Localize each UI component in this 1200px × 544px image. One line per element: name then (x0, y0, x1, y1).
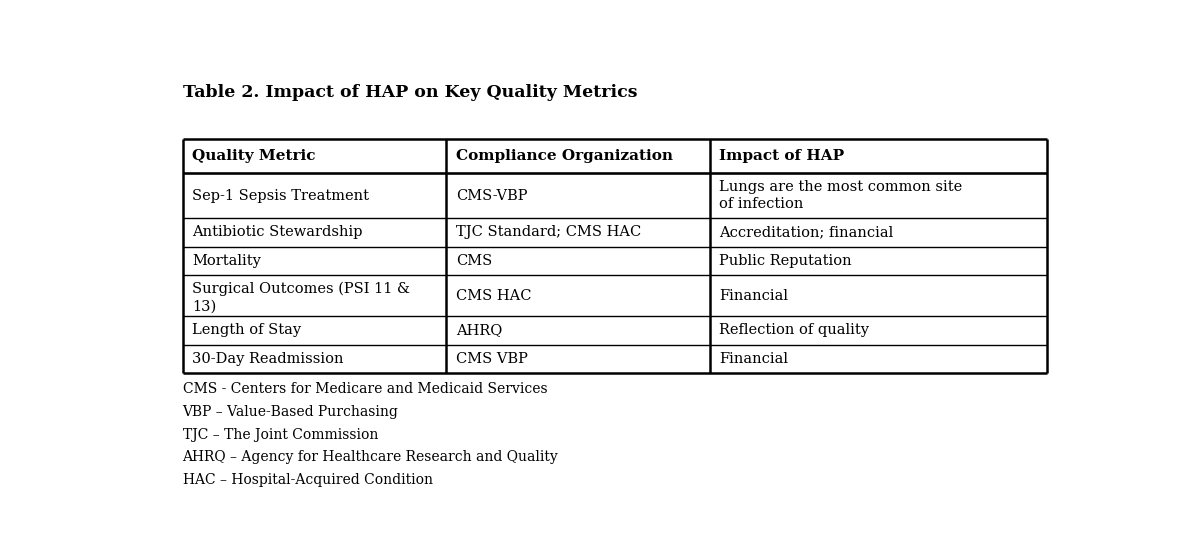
Text: Mortality: Mortality (192, 254, 260, 268)
Text: CMS HAC: CMS HAC (456, 289, 532, 302)
Text: Length of Stay: Length of Stay (192, 324, 301, 337)
Text: Lungs are the most common site
of infection: Lungs are the most common site of infect… (720, 180, 962, 212)
Text: Sep-1 Sepsis Treatment: Sep-1 Sepsis Treatment (192, 189, 368, 202)
Text: TJC – The Joint Commission: TJC – The Joint Commission (182, 428, 378, 442)
Text: Reflection of quality: Reflection of quality (720, 324, 870, 337)
Text: CMS-VBP: CMS-VBP (456, 189, 527, 202)
Text: Quality Metric: Quality Metric (192, 149, 316, 163)
Text: VBP – Value-Based Purchasing: VBP – Value-Based Purchasing (182, 405, 398, 419)
Bar (182, 139, 1048, 373)
Text: Accreditation; financial: Accreditation; financial (720, 225, 894, 239)
Text: CMS: CMS (456, 254, 492, 268)
Text: Impact of HAP: Impact of HAP (720, 149, 845, 163)
Text: Compliance Organization: Compliance Organization (456, 149, 673, 163)
Text: AHRQ – Agency for Healthcare Research and Quality: AHRQ – Agency for Healthcare Research an… (182, 450, 558, 464)
Text: HAC – Hospital-Acquired Condition: HAC – Hospital-Acquired Condition (182, 473, 432, 487)
Text: Financial: Financial (720, 352, 788, 366)
Text: Antibiotic Stewardship: Antibiotic Stewardship (192, 225, 362, 239)
Text: Public Reputation: Public Reputation (720, 254, 852, 268)
Text: TJC Standard; CMS HAC: TJC Standard; CMS HAC (456, 225, 641, 239)
Text: Financial: Financial (720, 289, 788, 302)
Text: CMS VBP: CMS VBP (456, 352, 528, 366)
Text: Surgical Outcomes (PSI 11 &
13): Surgical Outcomes (PSI 11 & 13) (192, 282, 410, 314)
Text: CMS - Centers for Medicare and Medicaid Services: CMS - Centers for Medicare and Medicaid … (182, 382, 547, 397)
Text: AHRQ: AHRQ (456, 324, 502, 337)
Text: 30-Day Readmission: 30-Day Readmission (192, 352, 343, 366)
Text: Table 2. Impact of HAP on Key Quality Metrics: Table 2. Impact of HAP on Key Quality Me… (182, 84, 637, 101)
